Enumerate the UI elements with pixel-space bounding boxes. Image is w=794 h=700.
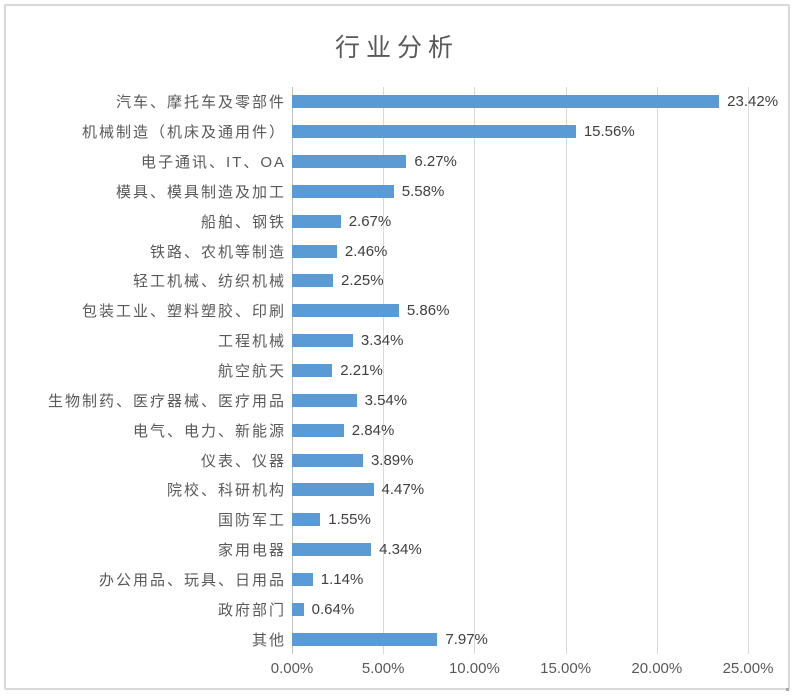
x-axis-tick-label: 0.00%	[270, 660, 314, 677]
bar-row: 2.67%	[292, 206, 748, 236]
category-label: 院校、科研机构	[166, 482, 286, 500]
gridline	[748, 87, 749, 654]
data-label: 4.34%	[379, 541, 422, 559]
category-label: 其他	[251, 631, 286, 649]
x-axis-tick-label: 10.00%	[448, 660, 500, 677]
bar	[292, 423, 344, 437]
bar	[292, 334, 353, 348]
bar-row: 2.84%	[292, 415, 748, 445]
gridline	[565, 87, 567, 654]
corner-artifact-dot	[786, 688, 789, 691]
bar-row: 23.42%	[292, 87, 778, 117]
category-label: 仪表、仪器	[200, 452, 286, 470]
x-axis-tick-label: 20.00%	[631, 660, 683, 677]
gridline	[474, 87, 476, 654]
bar-row: 0.64%	[292, 594, 748, 624]
bar-row: 6.27%	[292, 147, 748, 177]
bar-row: 1.14%	[292, 565, 748, 595]
bar	[292, 155, 407, 169]
data-label: 15.56%	[583, 123, 635, 141]
category-label: 办公用品、玩具、日用品	[98, 571, 286, 589]
bar	[292, 364, 333, 378]
bar	[292, 483, 374, 497]
data-label: 2.46%	[344, 242, 388, 260]
bar-row: 2.25%	[292, 266, 748, 296]
bar	[292, 304, 399, 318]
data-label: 3.89%	[370, 451, 414, 469]
gridline	[656, 87, 658, 654]
bar	[292, 214, 341, 228]
bar	[292, 393, 357, 407]
data-label: 7.97%	[445, 630, 488, 648]
data-label: 2.84%	[351, 421, 395, 439]
gridline	[383, 87, 385, 654]
bar-row: 5.86%	[292, 296, 748, 326]
category-label: 航空航天	[217, 363, 286, 381]
bar-row: 5.58%	[292, 177, 748, 207]
data-label: 3.54%	[364, 391, 408, 409]
category-label: 生物制药、医疗器械、医疗用品	[47, 392, 286, 410]
category-label: 国防军工	[217, 512, 286, 530]
bar-row: 3.89%	[292, 445, 748, 475]
bar	[292, 244, 337, 258]
bar	[292, 125, 576, 139]
category-label: 船舶、钢铁	[200, 213, 286, 231]
bar	[292, 274, 334, 288]
category-label: 电气、电力、新能源	[132, 422, 286, 440]
data-label: 5.86%	[406, 302, 450, 320]
bar-row: 3.54%	[292, 385, 748, 415]
category-label: 铁路、农机等制造	[149, 243, 286, 261]
bar-row: 4.34%	[292, 535, 748, 565]
bar	[292, 95, 720, 109]
category-label: 政府部门	[217, 601, 286, 619]
chart-title: 行业分析	[334, 34, 459, 62]
bar	[292, 184, 394, 198]
bar-row: 2.21%	[292, 356, 748, 386]
data-label: 2.25%	[341, 272, 384, 290]
chart-area-frame: 行业分析 汽车、摩托车及零部件机械制造（机床及通用件） 电子通讯、IT、OA 模具、…	[4, 4, 790, 690]
data-label: 2.21%	[340, 362, 383, 380]
bar	[292, 632, 438, 646]
category-label: 轻工机械、纺织机械	[132, 273, 286, 291]
category-label: 汽车、摩托车及零部件	[115, 94, 286, 112]
data-label: 5.58%	[401, 182, 445, 200]
data-label: 23.42%	[727, 93, 779, 111]
category-label: 工程机械	[217, 333, 286, 351]
value-axis-tick-labels: 0.00% 5.00% 10.00% 15.00% 20.00% 25.00%	[271, 660, 774, 680]
x-axis-tick-label: 25.00%	[722, 660, 774, 677]
bar	[292, 543, 372, 557]
bar	[292, 602, 304, 616]
category-label: 家用电器	[217, 542, 286, 560]
x-axis-tick-label: 15.00%	[540, 660, 592, 677]
bar	[292, 453, 363, 467]
data-label: 4.47%	[381, 481, 425, 499]
x-axis-tick-label: 5.00%	[361, 660, 405, 677]
bar-row: 15.56%	[292, 117, 748, 147]
data-label: 0.64%	[311, 600, 355, 618]
bar-row: 1.55%	[292, 505, 748, 535]
category-label: 模具、模具制造及加工	[115, 183, 286, 201]
data-label: 1.14%	[320, 570, 364, 588]
data-label: 1.55%	[328, 511, 371, 529]
category-label: 机械制造（机床及通用件）	[81, 124, 286, 142]
data-label: 2.67%	[348, 212, 392, 230]
bar-row: 2.46%	[292, 236, 748, 266]
bar-row: 4.47%	[292, 475, 748, 505]
category-axis-labels: 汽车、摩托车及零部件机械制造（机床及通用件） 电子通讯、IT、OA 模具、模具制造及…	[14, 87, 286, 654]
bar-row: 7.97%	[292, 624, 748, 654]
category-label: 包装工业、塑料塑胶、印刷	[81, 303, 286, 321]
category-label: 电子通讯、IT、OA	[140, 154, 286, 172]
data-label: 3.34%	[360, 332, 404, 350]
bar	[292, 572, 313, 586]
plot-area: 23.42% 15.56% 6.27% 5.58% 2.67% 2.46% 2.25% 5.8…	[292, 87, 778, 654]
bars-layer: 23.42% 15.56% 6.27% 5.58% 2.67% 2.46% 2.25% 5.8…	[292, 87, 778, 654]
bar	[292, 513, 321, 527]
bar-row: 3.34%	[292, 326, 748, 356]
data-label: 6.27%	[414, 153, 457, 171]
